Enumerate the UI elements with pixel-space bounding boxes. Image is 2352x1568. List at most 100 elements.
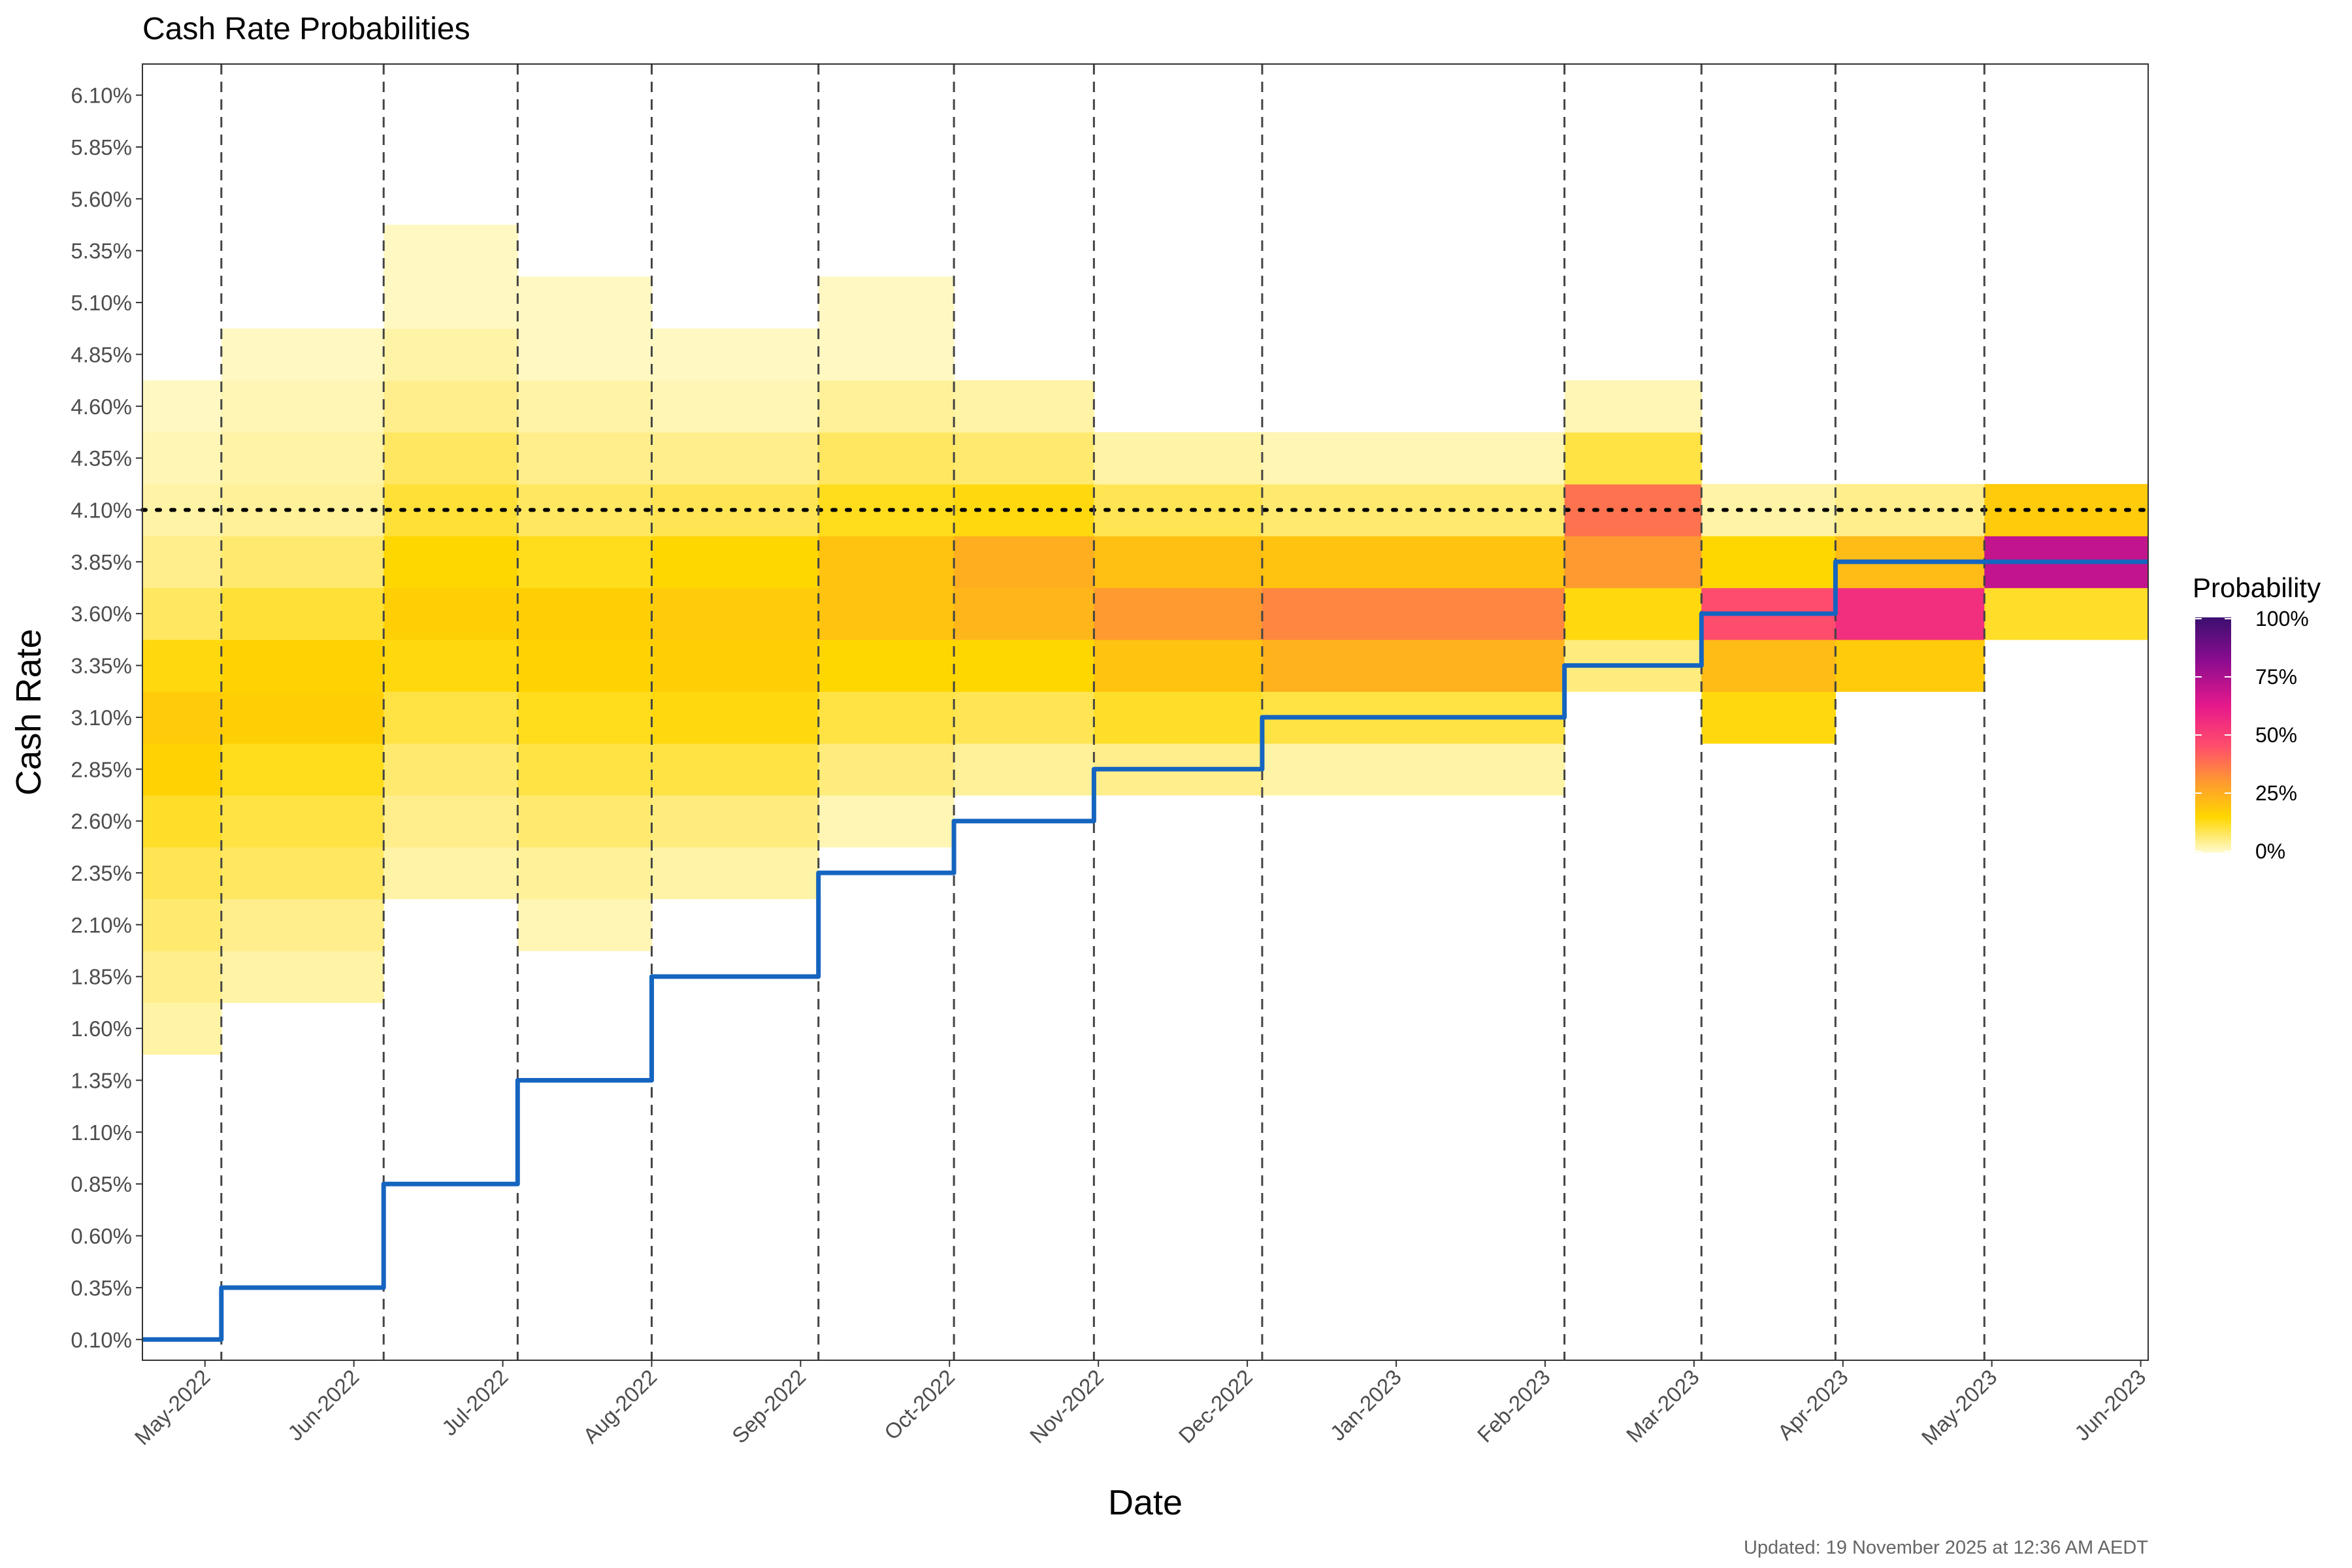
y-tick-label: 2.85% bbox=[71, 757, 132, 781]
x-tick-label: May-2023 bbox=[1917, 1365, 2002, 1450]
updated-caption: Updated: 19 November 2025 at 12:36 AM AE… bbox=[1744, 1537, 2148, 1558]
heat-tile bbox=[142, 743, 222, 796]
y-tick-label: 3.10% bbox=[71, 706, 132, 730]
y-tick-label: 2.60% bbox=[71, 809, 132, 834]
y-tick-label: 5.60% bbox=[71, 187, 132, 211]
heat-tile bbox=[142, 483, 222, 536]
heat-tile bbox=[651, 743, 819, 796]
probability-legend: Probability 100% 75% 50% 25% 0% bbox=[2193, 572, 2321, 863]
heat-tile bbox=[651, 587, 819, 640]
y-axis-title: Cash Rate bbox=[9, 629, 48, 795]
y-tick-label: 0.10% bbox=[71, 1328, 132, 1352]
y-tick-label: 3.85% bbox=[71, 550, 132, 574]
heat-tile bbox=[1262, 536, 1565, 589]
heat-tile bbox=[384, 639, 518, 692]
heat-tile bbox=[1835, 587, 1985, 640]
heat-tile bbox=[1262, 432, 1565, 485]
heat-tile bbox=[1984, 587, 2148, 640]
heat-tile bbox=[142, 691, 222, 744]
heat-tile bbox=[517, 691, 652, 744]
y-tick-label: 3.35% bbox=[71, 654, 132, 678]
heat-tile bbox=[142, 1002, 222, 1055]
heat-tile bbox=[142, 639, 222, 692]
heat-tile bbox=[517, 639, 652, 692]
x-tick-label: Feb-2023 bbox=[1473, 1365, 1555, 1447]
heat-tile bbox=[1564, 432, 1702, 485]
heat-tile bbox=[1262, 743, 1565, 796]
heat-tile bbox=[954, 639, 1094, 692]
chart-title: Cash Rate Probabilities bbox=[142, 12, 470, 46]
heat-tile bbox=[221, 328, 384, 381]
heat-tile bbox=[221, 847, 384, 900]
x-axis: May-2022 Jun-2022 Jul-2022 Aug-2022 Sep-2022… bbox=[130, 1360, 2151, 1450]
y-tick-label: 5.35% bbox=[71, 239, 132, 263]
heat-tile bbox=[517, 432, 652, 485]
y-tick-label: 5.10% bbox=[71, 291, 132, 315]
heat-tile bbox=[221, 380, 384, 433]
y-tick-label: 2.35% bbox=[71, 861, 132, 885]
heat-tile bbox=[1262, 483, 1565, 536]
heat-tile bbox=[142, 536, 222, 589]
x-tick-label: May-2022 bbox=[130, 1365, 215, 1450]
x-tick-label: Jun-2023 bbox=[2070, 1365, 2150, 1445]
y-tick-label: 4.60% bbox=[71, 395, 132, 419]
x-tick-label: Oct-2022 bbox=[879, 1365, 959, 1445]
y-tick-label: 4.10% bbox=[71, 498, 132, 522]
heat-tile bbox=[142, 795, 222, 847]
heat-tile bbox=[517, 795, 652, 847]
heat-tile bbox=[1564, 587, 1702, 640]
legend-tick-label: 50% bbox=[2255, 723, 2297, 747]
heat-tile bbox=[1262, 639, 1565, 692]
heat-tile bbox=[1094, 432, 1263, 485]
heat-tile bbox=[384, 380, 518, 433]
heat-tile bbox=[818, 380, 955, 433]
y-tick-label: 1.35% bbox=[71, 1068, 132, 1092]
legend-ticks: 100% 75% 50% 25% 0% bbox=[2195, 607, 2309, 863]
heat-tile bbox=[221, 795, 384, 847]
heat-tile bbox=[142, 898, 222, 951]
y-tick-label: 3.60% bbox=[71, 602, 132, 626]
heat-tile bbox=[818, 276, 955, 329]
heat-tile bbox=[651, 691, 819, 744]
heat-tile bbox=[221, 587, 384, 640]
legend-tick-label: 25% bbox=[2255, 781, 2297, 805]
heat-tile bbox=[818, 328, 955, 381]
y-tick-label: 1.10% bbox=[71, 1120, 132, 1145]
y-tick-label: 4.85% bbox=[71, 342, 132, 367]
cash-rate-path-layer bbox=[142, 559, 2148, 1342]
heat-tile bbox=[517, 587, 652, 640]
x-axis-title: Date bbox=[1108, 1483, 1183, 1522]
heat-tile bbox=[142, 432, 222, 485]
y-tick-label: 4.35% bbox=[71, 446, 132, 470]
heat-tile bbox=[142, 847, 222, 900]
heat-tile bbox=[1094, 587, 1263, 640]
heat-tile bbox=[142, 380, 222, 433]
heat-tile bbox=[221, 639, 384, 692]
x-tick-label: Mar-2023 bbox=[1622, 1365, 1704, 1447]
x-tick-label: Dec-2022 bbox=[1174, 1365, 1257, 1448]
heat-tile bbox=[384, 743, 518, 796]
x-tick-label: Nov-2022 bbox=[1025, 1365, 1108, 1448]
y-tick-label: 0.35% bbox=[71, 1276, 132, 1300]
heat-tile bbox=[651, 380, 819, 433]
x-tick-label: Jul-2022 bbox=[437, 1365, 513, 1441]
x-tick-label: Jun-2022 bbox=[283, 1365, 363, 1445]
heat-tile bbox=[1094, 536, 1263, 589]
heat-tile bbox=[1094, 639, 1263, 692]
heat-tile bbox=[384, 225, 518, 277]
probability-heatmap bbox=[142, 225, 2148, 1055]
heat-tile bbox=[954, 432, 1094, 485]
heat-tile bbox=[517, 536, 652, 589]
x-tick-label: Jan-2023 bbox=[1325, 1365, 1405, 1445]
heat-tile bbox=[142, 587, 222, 640]
legend-tick-label: 75% bbox=[2255, 665, 2297, 689]
heat-tile bbox=[1984, 483, 2148, 536]
heat-tile bbox=[517, 847, 652, 900]
heat-tile bbox=[1262, 587, 1565, 640]
heat-tile bbox=[651, 795, 819, 847]
heat-tile bbox=[1701, 536, 1836, 589]
heat-tile bbox=[517, 276, 652, 329]
heat-tile bbox=[651, 432, 819, 485]
y-tick-label: 1.60% bbox=[71, 1017, 132, 1041]
